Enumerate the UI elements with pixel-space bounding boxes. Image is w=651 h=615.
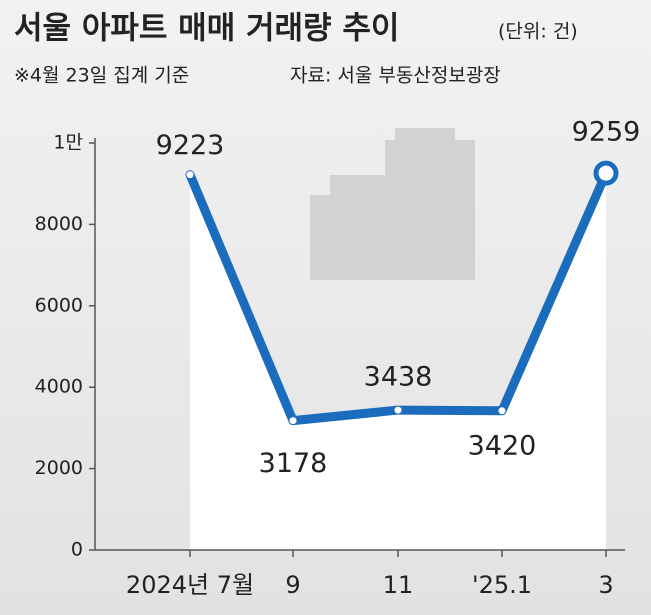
area bbox=[190, 173, 606, 551]
data-label: 9223 bbox=[156, 130, 225, 161]
y-tick-label: 8000 bbox=[35, 213, 83, 235]
chart-title: 서울 아파트 매매 거래량 추이 bbox=[14, 11, 399, 47]
y-tick-label: 0 bbox=[71, 539, 83, 561]
x-tick-label: 3 bbox=[598, 571, 613, 599]
point bbox=[498, 407, 506, 415]
subtitle: (단위: 건) bbox=[498, 21, 578, 43]
data-label: 3178 bbox=[259, 448, 328, 479]
point bbox=[593, 160, 619, 186]
point bbox=[289, 417, 297, 425]
y-tick-label: 1만 bbox=[53, 132, 83, 154]
source: 자료: 서울 부동산정보광장 bbox=[290, 65, 501, 87]
data-label: 3420 bbox=[468, 430, 537, 461]
x-tick-label: 9 bbox=[285, 571, 300, 599]
data-label: 3438 bbox=[364, 362, 433, 393]
x-tick-label: '25.1 bbox=[472, 571, 532, 599]
x-tick-label: 11 bbox=[383, 571, 414, 599]
point bbox=[394, 406, 402, 414]
point bbox=[186, 171, 194, 179]
data-label: 9259 bbox=[572, 117, 641, 148]
building-icon bbox=[310, 128, 475, 280]
note: ※4월 23일 집계 기준 bbox=[14, 65, 189, 87]
x-tick-label: 2024년 7월 bbox=[126, 571, 254, 599]
y-tick-label: 4000 bbox=[35, 376, 83, 398]
y-tick-label: 2000 bbox=[35, 457, 83, 479]
y-tick-label: 6000 bbox=[35, 294, 83, 316]
